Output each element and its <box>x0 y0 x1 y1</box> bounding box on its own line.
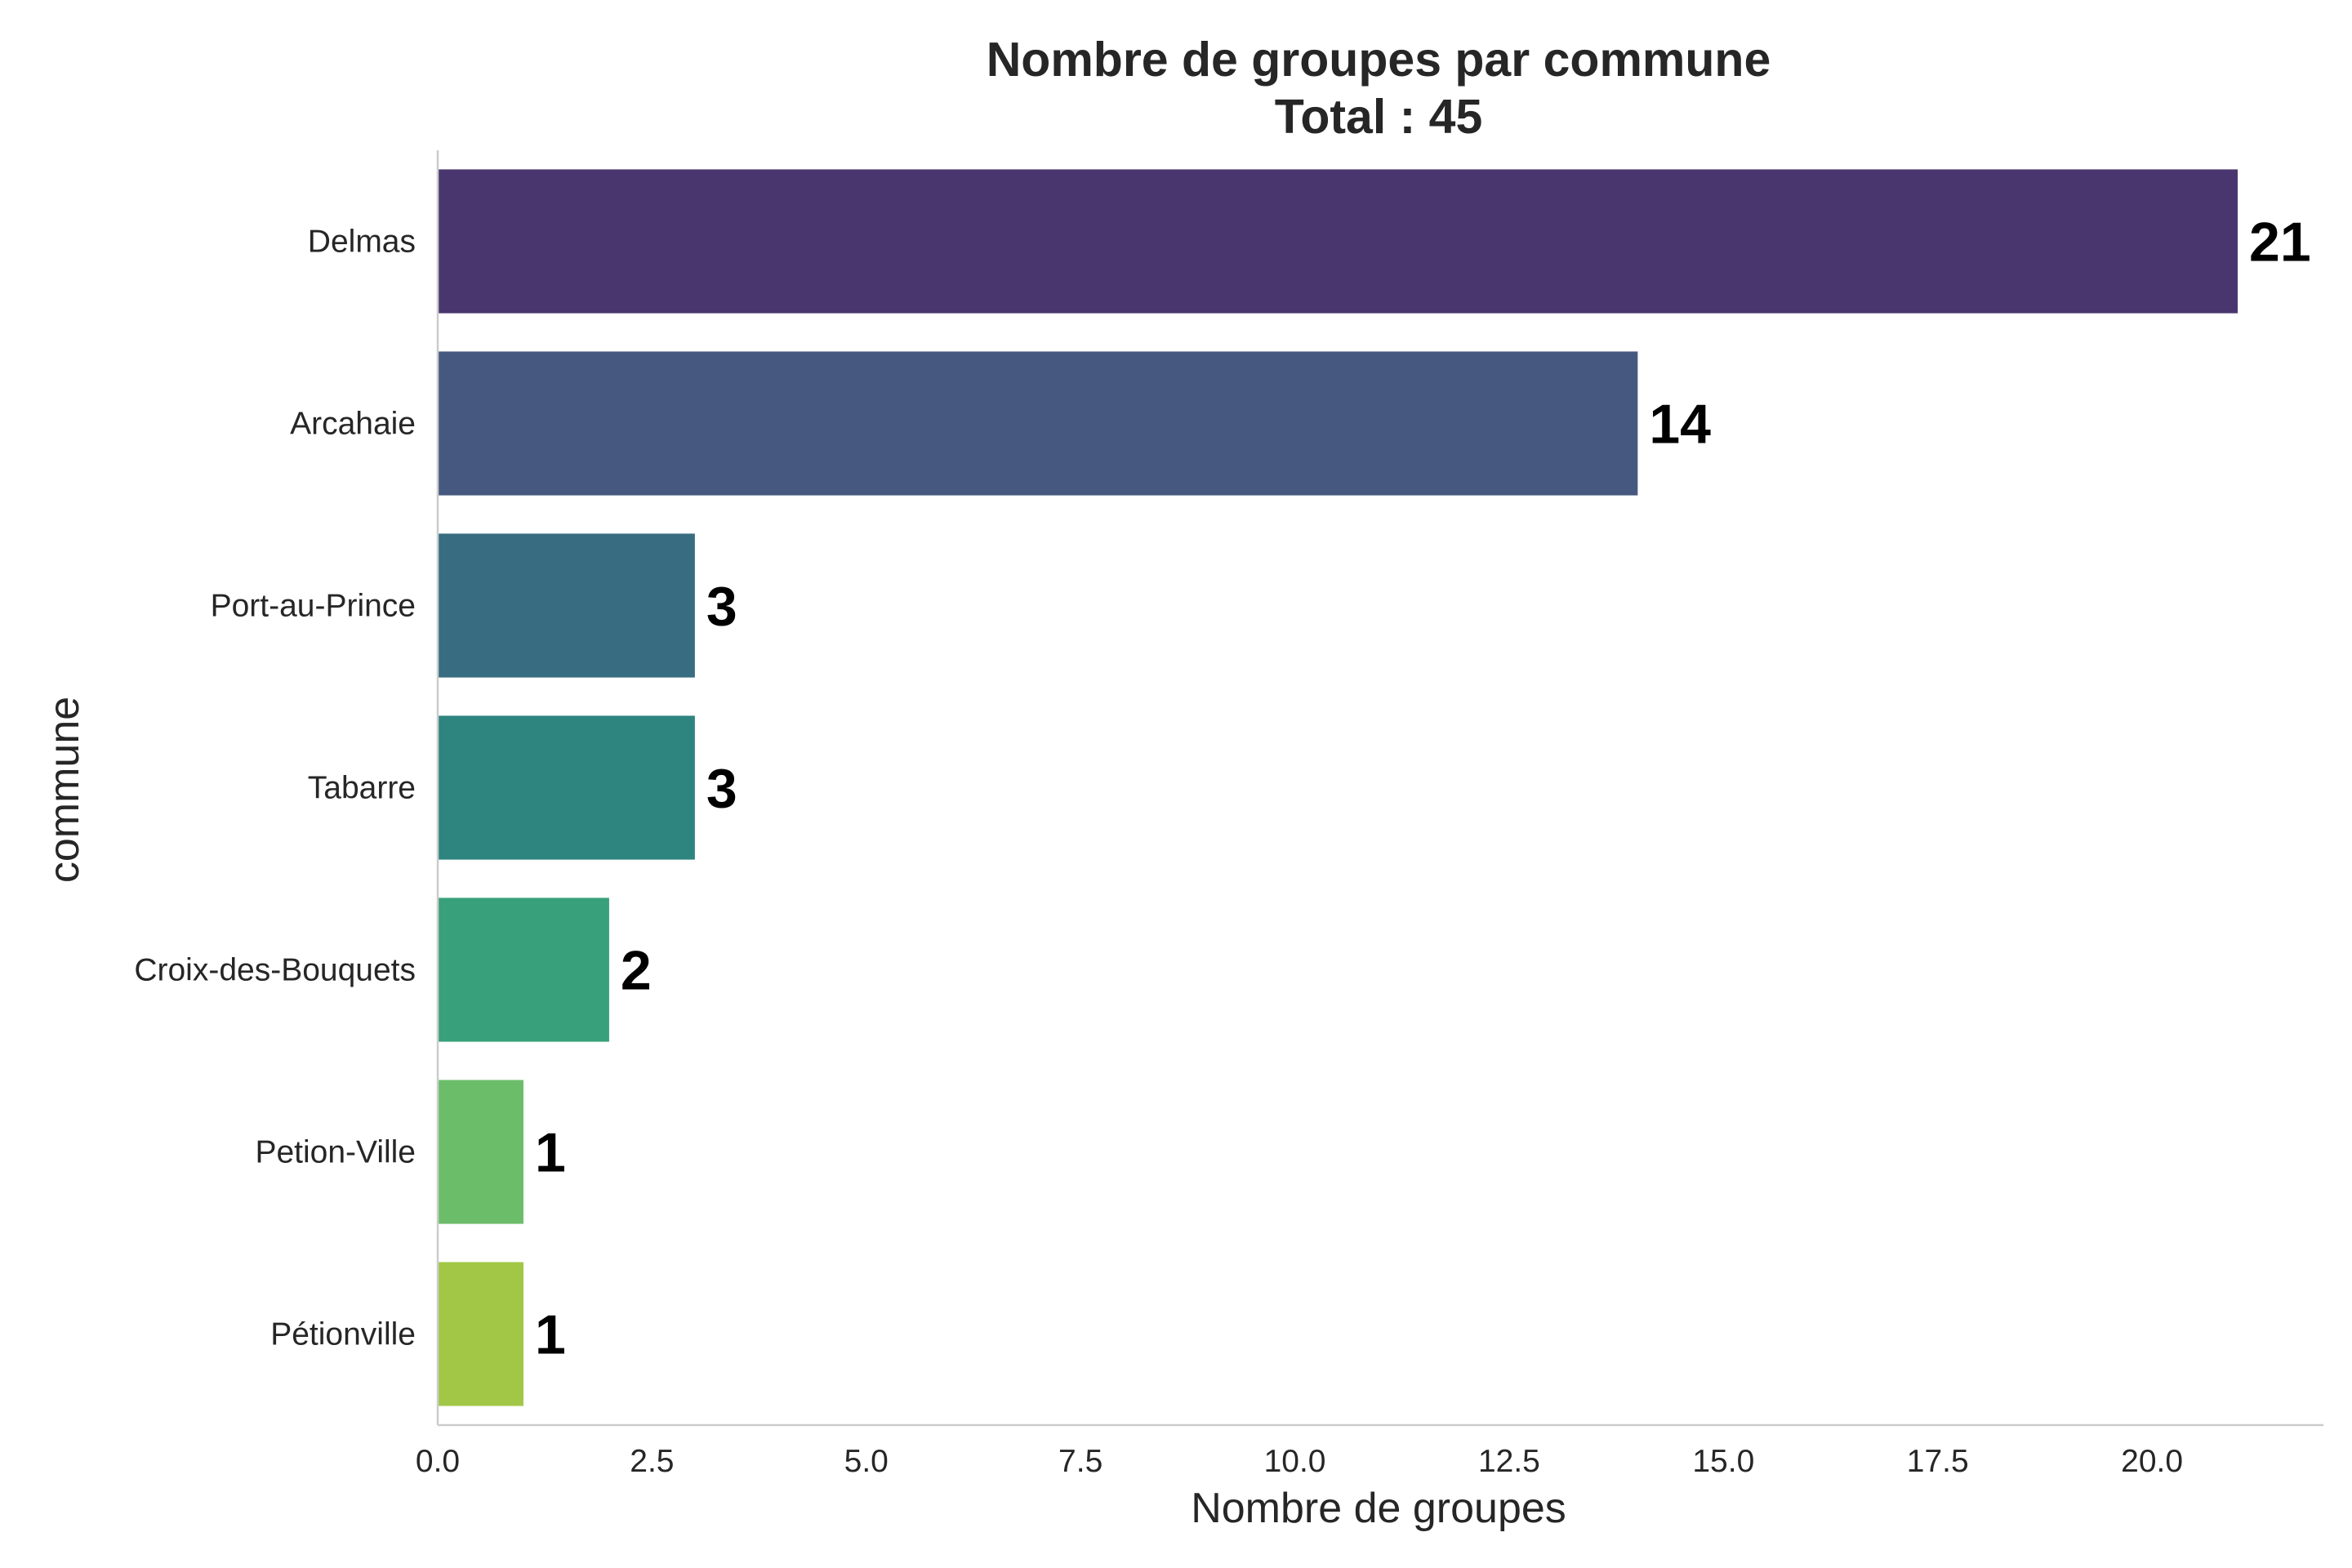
y-axis-label: commune <box>41 697 88 883</box>
x-tick-label-3: 7.5 <box>1058 1444 1102 1479</box>
bar-4 <box>438 898 609 1042</box>
chart-title: Nombre de groupes par commune <box>987 33 1771 87</box>
x-tick-label-1: 2.5 <box>630 1444 674 1479</box>
data-label-6: 1 <box>535 1304 566 1366</box>
x-tick-label-7: 17.5 <box>1907 1444 1969 1479</box>
x-tick-labels: 0.0 2.5 5.0 7.5 10.0 12.5 15.0 17.5 20.0 <box>416 1444 2183 1479</box>
x-tick-label-4: 10.0 <box>1264 1444 1326 1479</box>
data-label-1: 14 <box>1649 394 1711 456</box>
data-label-2: 3 <box>706 576 737 638</box>
bar-1 <box>438 351 1638 496</box>
y-tick-label-3: Tabarre <box>308 771 416 806</box>
y-tick-label-0: Delmas <box>308 225 416 260</box>
x-tick-label-5: 12.5 <box>1478 1444 1540 1479</box>
chart-subtitle: Total : 45 <box>1275 90 1483 144</box>
data-label-5: 1 <box>535 1122 566 1184</box>
bar-3 <box>438 715 695 860</box>
data-label-4: 2 <box>621 940 652 1002</box>
data-label-3: 3 <box>706 758 737 820</box>
bars-group <box>438 169 2238 1406</box>
y-tick-label-5: Petion-Ville <box>255 1135 416 1170</box>
x-tick-label-0: 0.0 <box>416 1444 460 1479</box>
x-axis-label: Nombre de groupes <box>1191 1485 1566 1532</box>
y-tick-label-2: Port-au-Prince <box>211 589 416 624</box>
data-label-0: 21 <box>2249 212 2311 274</box>
y-tick-label-1: Arcahaie <box>290 407 416 442</box>
x-tick-label-6: 15.0 <box>1692 1444 1754 1479</box>
bar-5 <box>438 1080 523 1224</box>
bar-0 <box>438 169 2238 314</box>
bar-6 <box>438 1262 523 1406</box>
x-tick-label-8: 20.0 <box>2121 1444 2183 1479</box>
x-tick-label-2: 5.0 <box>844 1444 889 1479</box>
bar-2 <box>438 533 695 678</box>
y-tick-label-4: Croix-des-Bouquets <box>134 953 416 988</box>
y-tick-label-6: Pétionville <box>270 1317 416 1352</box>
y-tick-labels: Delmas Arcahaie Port-au-Prince Tabarre Croix… <box>134 225 416 1352</box>
